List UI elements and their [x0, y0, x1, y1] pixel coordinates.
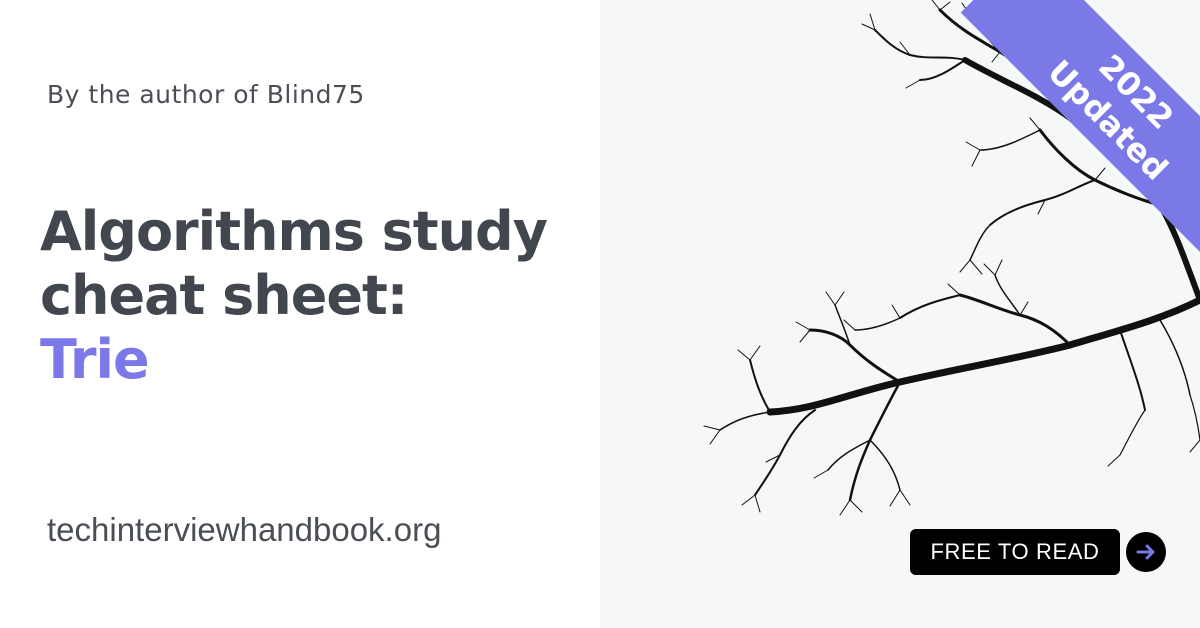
- page-title: Algorithms study cheat sheet: Trie: [40, 200, 548, 392]
- corner-ribbon: 2022 Updated: [940, 0, 1200, 260]
- title-line-1: Algorithms study: [40, 200, 548, 263]
- text-panel: By the author of Blind75 Algorithms stud…: [40, 80, 548, 548]
- title-topic: Trie: [40, 328, 150, 391]
- arrow-right-icon[interactable]: [1126, 532, 1166, 572]
- author-tagline: By the author of Blind75: [47, 80, 365, 109]
- updated-ribbon: 2022 Updated: [960, 0, 1200, 260]
- free-to-read-button[interactable]: FREE TO READ: [910, 529, 1120, 575]
- site-url[interactable]: techinterviewhandbook.org: [47, 511, 442, 548]
- title-line-2: cheat sheet:: [40, 264, 408, 327]
- arrow-right-icon-glyph: [1136, 544, 1155, 560]
